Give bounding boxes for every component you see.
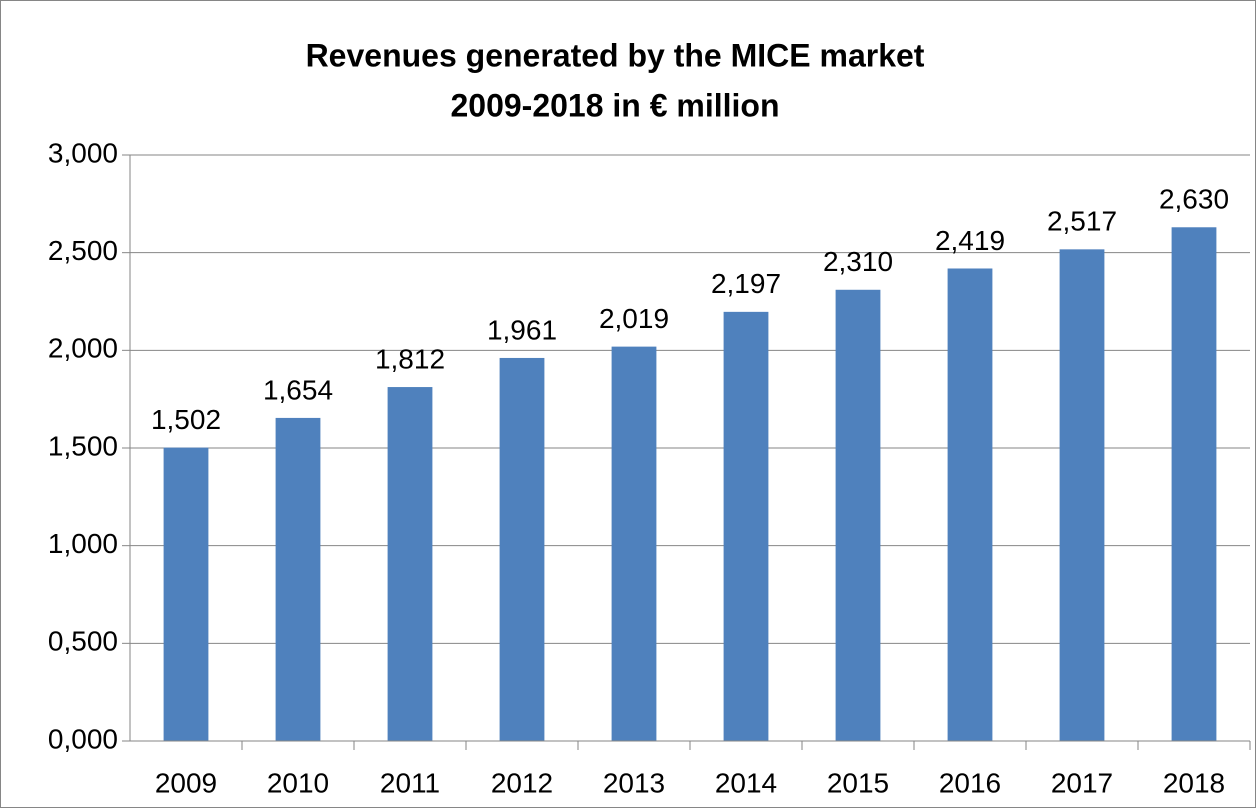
bar xyxy=(611,346,657,741)
y-tick-label: 2,000 xyxy=(48,333,118,364)
x-tick-label: 2009 xyxy=(155,767,217,798)
bar xyxy=(835,289,881,741)
y-tick-label: 2,500 xyxy=(48,235,118,266)
data-label: 2,019 xyxy=(599,303,669,334)
x-tick-label: 2011 xyxy=(380,767,440,798)
data-label: 1,654 xyxy=(263,374,333,405)
bar xyxy=(723,311,769,741)
bar xyxy=(499,357,545,741)
y-tick-label: 3,000 xyxy=(48,137,118,168)
data-label: 2,517 xyxy=(1047,206,1117,237)
data-label: 1,961 xyxy=(487,314,557,345)
bar xyxy=(1059,249,1105,741)
y-tick-label: 1,000 xyxy=(48,528,118,559)
x-tick-label: 2014 xyxy=(715,767,777,798)
bar xyxy=(387,387,433,741)
bar xyxy=(163,447,209,741)
data-label: 2,310 xyxy=(823,246,893,277)
data-label: 1,502 xyxy=(151,404,221,435)
x-tick-label: 2016 xyxy=(939,767,1001,798)
y-tick-label: 1,500 xyxy=(48,430,118,461)
x-tick-label: 2017 xyxy=(1051,767,1113,798)
x-tick-label: 2010 xyxy=(267,767,329,798)
bar xyxy=(275,417,321,741)
y-tick-label: 0,500 xyxy=(48,626,118,657)
y-tick-label: 0,000 xyxy=(48,723,118,754)
chart-title: Revenues generated by the MICE market xyxy=(306,37,925,73)
bar xyxy=(947,268,993,741)
x-tick-label: 2013 xyxy=(603,767,665,798)
chart-title: 2009-2018 in € million xyxy=(450,87,779,123)
bar xyxy=(1171,227,1217,742)
data-label: 2,630 xyxy=(1159,184,1229,215)
data-label: 1,812 xyxy=(375,343,445,374)
x-tick-label: 2018 xyxy=(1163,767,1225,798)
data-label: 2,197 xyxy=(711,268,781,299)
data-label: 2,419 xyxy=(935,225,1005,256)
x-tick-label: 2015 xyxy=(827,767,889,798)
x-tick-label: 2012 xyxy=(491,767,553,798)
